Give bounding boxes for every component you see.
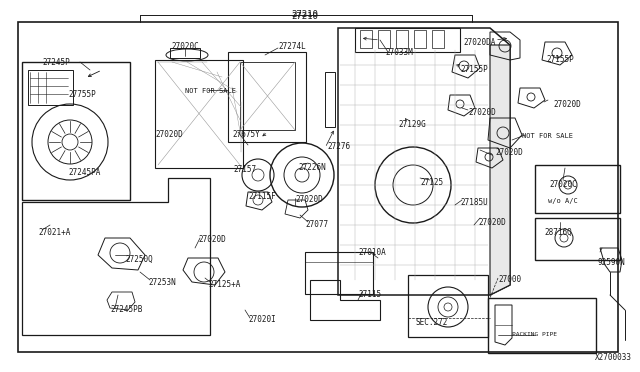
Text: NOT FOR SALE: NOT FOR SALE [522,133,573,139]
Text: 27020D: 27020D [198,235,226,244]
Text: 27115: 27115 [358,290,381,299]
Text: 27020DA: 27020DA [464,38,496,47]
Text: X2700033: X2700033 [595,353,632,362]
Text: 27020D: 27020D [155,130,183,139]
Bar [360,30,372,48]
Bar [170,48,200,58]
Bar [488,298,596,353]
Text: 27157: 27157 [234,165,257,174]
Text: 27250Q: 27250Q [125,255,153,264]
Text: 27077: 27077 [305,220,328,229]
Text: 27020D: 27020D [495,148,523,157]
Text: 27033M: 27033M [385,48,413,57]
Text: 27245P: 27245P [42,58,70,67]
Text: 27020D: 27020D [478,218,506,227]
Bar [305,252,373,294]
Bar [378,30,390,48]
Text: 27245PA: 27245PA [68,168,100,177]
Text: 27155P: 27155P [546,55,574,64]
Text: 27253N: 27253N [148,278,176,287]
Text: 27274L: 27274L [278,42,306,51]
Text: 27125+A: 27125+A [208,280,241,289]
Text: 27155P: 27155P [460,65,488,74]
Text: NOT FOR SALE: NOT FOR SALE [185,88,236,94]
Text: 27185U: 27185U [460,198,488,207]
Bar [22,62,130,200]
Text: 27210: 27210 [292,10,319,19]
Text: 28716Q: 28716Q [544,228,572,237]
Bar [535,165,620,213]
Text: 27226N: 27226N [298,163,326,172]
Text: PACKING PIPE: PACKING PIPE [513,332,557,337]
Text: 27020C: 27020C [171,42,199,51]
Bar [240,62,295,130]
Text: 27000: 27000 [498,275,521,284]
Text: 27020D: 27020D [553,100,580,109]
Bar [408,275,488,337]
Text: 27129G: 27129G [398,120,426,129]
Text: 27020D: 27020D [468,108,496,117]
Text: 92590N: 92590N [598,258,626,267]
Text: 27020I: 27020I [248,315,276,324]
Text: 27125: 27125 [420,178,443,187]
Text: 27245PB: 27245PB [110,305,142,314]
Text: 27021+A: 27021+A [38,228,70,237]
Bar [18,22,618,352]
Text: 27755P: 27755P [68,90,96,99]
Bar [28,70,73,105]
Bar [228,52,306,142]
Bar [414,30,426,48]
Bar [396,30,408,48]
Text: 27276: 27276 [327,142,350,151]
Bar [432,30,444,48]
Text: 27020C: 27020C [549,180,577,189]
Polygon shape [490,45,510,295]
Bar [535,218,620,260]
Text: 27115F: 27115F [248,192,276,201]
Text: 27675Y: 27675Y [232,130,260,139]
Bar [355,28,460,52]
Text: w/o A/C: w/o A/C [548,198,578,204]
Text: SEC.272: SEC.272 [415,318,447,327]
Text: 27010A: 27010A [358,248,386,257]
Text: 27210: 27210 [292,12,319,21]
Text: 27020D: 27020D [295,195,323,204]
Bar [155,60,243,168]
Bar [325,72,335,127]
